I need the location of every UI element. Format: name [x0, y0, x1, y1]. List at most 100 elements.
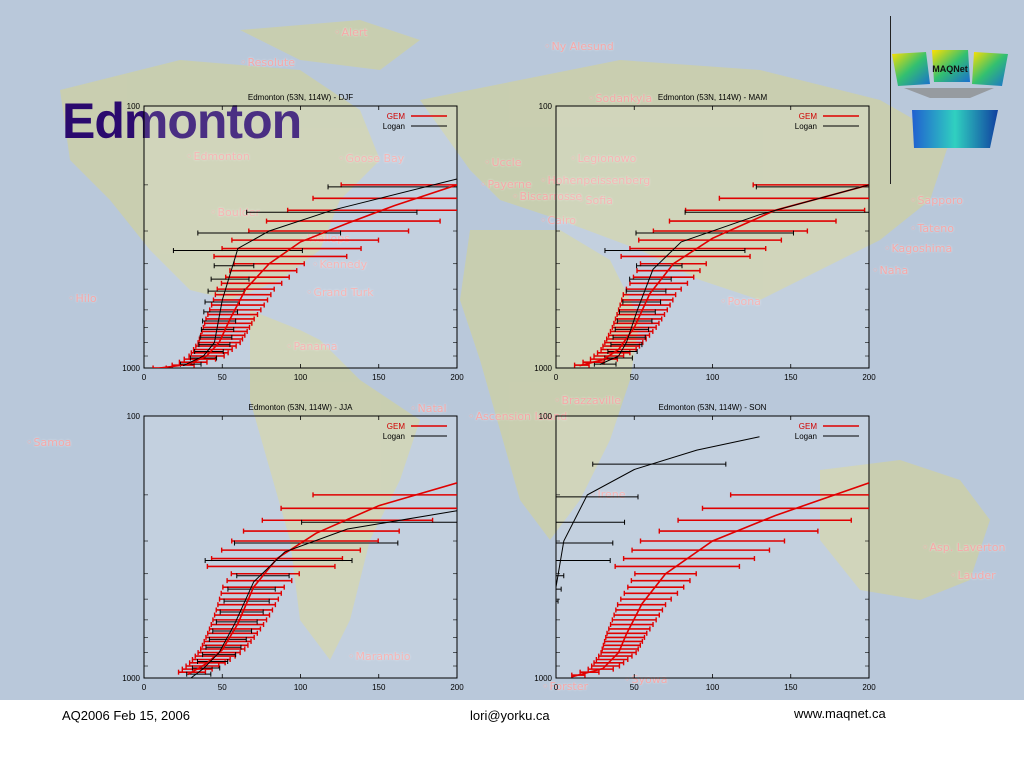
station-label: Hohenpeissenberg: [540, 174, 651, 187]
logo-panel-left: [892, 52, 930, 86]
legend-label: GEM: [387, 422, 406, 431]
y-tick-label: 1000: [122, 364, 140, 373]
station-label: Legionowo: [570, 152, 637, 165]
station-label: Goose Bay: [338, 152, 405, 165]
logo-funnel: [904, 88, 994, 98]
logo-base-map: [912, 110, 998, 148]
x-tick-label: 100: [294, 373, 308, 382]
station-label: Naha: [872, 264, 909, 277]
chart-title: Edmonton (53N, 114W) - JJA: [249, 403, 354, 412]
legend-label: GEM: [799, 422, 818, 431]
x-tick-label: 0: [142, 683, 147, 692]
x-tick-label: 50: [218, 373, 227, 382]
plot-frame: [555, 415, 870, 679]
legend-label: Logan: [795, 122, 817, 131]
x-tick-label: 100: [706, 373, 720, 382]
y-tick-label: 1000: [534, 364, 552, 373]
legend-label: GEM: [799, 112, 818, 121]
station-label: Asp. Laverton: [922, 541, 1006, 554]
station-label: Boulder: [210, 206, 261, 219]
station-label: Payerne: [480, 178, 532, 191]
legend-label: GEM: [387, 112, 406, 121]
y-tick-label: 100: [539, 412, 553, 421]
maqnet-logo: MAQNet: [892, 50, 1008, 148]
gem-series-line: [187, 482, 457, 676]
x-tick-label: 150: [372, 683, 386, 692]
logo-panel-right: [972, 52, 1008, 86]
station-label: Forster: [542, 680, 589, 693]
station-label: Samoa: [26, 436, 72, 449]
logan-series-line: [556, 436, 760, 589]
station-label: Grand Turk: [306, 286, 374, 299]
logan-series-line: [182, 178, 457, 367]
station-label: Brazzaville: [554, 394, 622, 407]
x-tick-label: 150: [372, 373, 386, 382]
station-label: Uccle: [484, 156, 522, 169]
station-label: Hilo: [68, 292, 97, 305]
x-tick-label: 200: [862, 683, 876, 692]
x-tick-label: 0: [142, 373, 147, 382]
plot-area: [556, 436, 869, 678]
station-label: Poona: [720, 295, 761, 308]
x-tick-label: 50: [218, 683, 227, 692]
gem-series-line: [571, 482, 869, 678]
station-label: Sodankyla: [588, 92, 653, 105]
station-label: Kennedy: [312, 258, 368, 271]
chart-title: Edmonton (53N, 114W) - DJF: [248, 93, 353, 102]
logan-series-line: [190, 510, 457, 678]
y-tick-label: 100: [539, 102, 553, 111]
station-label: Cairo: [540, 214, 577, 227]
x-tick-label: 150: [784, 683, 798, 692]
footer-url[interactable]: www.maqnet.ca: [794, 706, 886, 721]
x-tick-label: 150: [784, 373, 798, 382]
footer-date: AQ2006 Feb 15, 2006: [62, 708, 190, 723]
y-tick-label: 100: [127, 412, 141, 421]
x-tick-label: 100: [294, 683, 308, 692]
logo-text: MAQNet: [932, 64, 968, 74]
logo-panel-center: [932, 50, 970, 82]
station-label: Sofia: [578, 194, 613, 207]
station-label: Marambio: [348, 650, 411, 663]
plot-area: [152, 178, 457, 368]
chart-djf: Edmonton (53N, 114W) - DJF 0 50 100 150 200 10…: [122, 93, 464, 382]
station-label: Natal: [410, 402, 447, 415]
chart-title: Edmonton (53N, 114W) - SON: [659, 403, 767, 412]
chart-mam: Edmonton (53N, 114W) - MAM 0 50 100 150 200 10…: [534, 93, 876, 382]
station-label: Tateno: [910, 222, 954, 235]
chart-title: Edmonton (53N, 114W) - MAM: [658, 93, 768, 102]
plot-area: [573, 182, 869, 368]
station-label: Edmonton: [186, 150, 250, 163]
plot-area: [177, 482, 457, 678]
chart-son: Edmonton (53N, 114W) - SON 0 50 100 150 200 10…: [534, 403, 876, 692]
legend-label: Logan: [383, 122, 405, 131]
plot-frame: [143, 105, 458, 369]
plot-frame: [555, 105, 870, 369]
y-tick-label: 1000: [534, 674, 552, 683]
legend-label: Logan: [795, 432, 817, 441]
station-label: Ny Alesund: [544, 40, 614, 53]
footer-email[interactable]: lori@yorku.ca: [470, 708, 550, 723]
logan-series-line: [599, 184, 869, 365]
x-tick-label: 200: [862, 373, 876, 382]
x-tick-label: 50: [630, 373, 639, 382]
x-tick-label: 200: [450, 373, 464, 382]
station-label: Alert: [334, 26, 368, 39]
station-label: Ascension Island: [468, 410, 568, 423]
station-label: Resolute: [240, 56, 296, 69]
x-tick-label: 0: [554, 683, 559, 692]
x-tick-label: 100: [706, 683, 720, 692]
station-label: Biscarrosse: [512, 190, 583, 203]
legend-label: Logan: [383, 432, 405, 441]
station-label: Sapporo: [910, 194, 963, 207]
y-tick-label: 100: [127, 102, 141, 111]
divider-line: [890, 16, 891, 184]
slide-title: Edmonton: [62, 92, 302, 150]
station-label: Irene: [590, 488, 626, 501]
x-tick-label: 50: [630, 683, 639, 692]
y-tick-label: 1000: [122, 674, 140, 683]
station-label: Panama: [286, 340, 338, 353]
gem-series-line: [159, 184, 457, 368]
x-tick-label: 0: [554, 373, 559, 382]
station-label: Syowa: [624, 673, 668, 686]
plot-frame: [143, 415, 458, 679]
